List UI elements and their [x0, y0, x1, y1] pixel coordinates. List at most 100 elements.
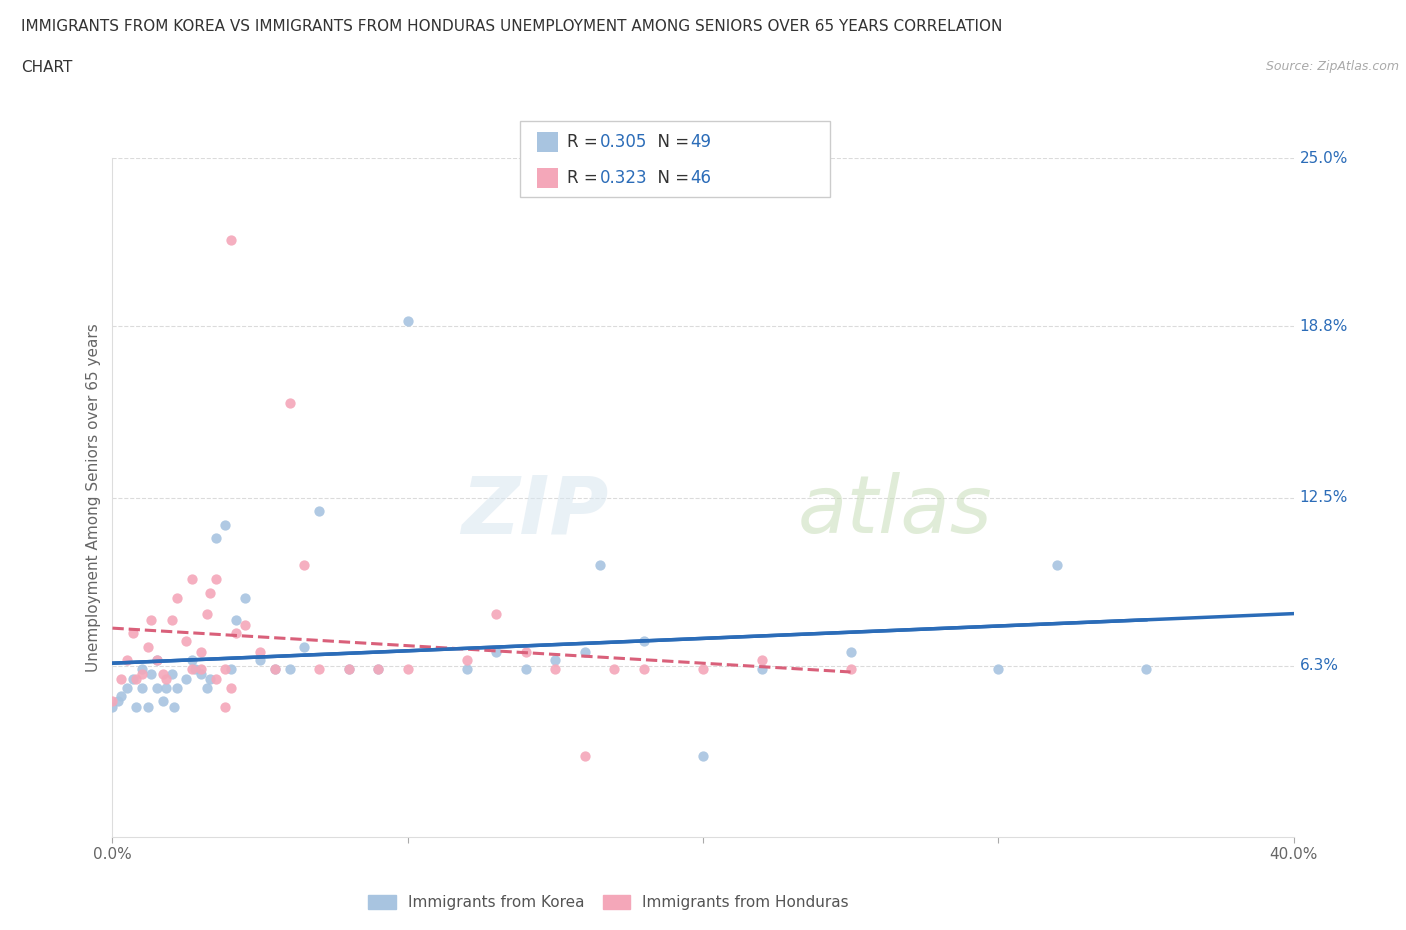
Y-axis label: Unemployment Among Seniors over 65 years: Unemployment Among Seniors over 65 years — [86, 324, 101, 671]
Point — [219, 680, 242, 695]
Point — [292, 640, 315, 655]
Text: R =: R = — [567, 169, 603, 187]
Text: 46: 46 — [690, 169, 711, 187]
Point — [249, 653, 271, 668]
Point — [278, 661, 301, 676]
Point — [195, 680, 218, 695]
Point — [160, 612, 183, 627]
Point — [456, 661, 478, 676]
Point — [184, 661, 207, 676]
Point — [122, 626, 145, 641]
Point — [751, 661, 773, 676]
Point — [544, 653, 567, 668]
Text: 6.3%: 6.3% — [1299, 658, 1339, 673]
Point — [110, 672, 132, 687]
Point — [1046, 558, 1069, 573]
Text: atlas: atlas — [797, 472, 993, 551]
Point — [1135, 661, 1157, 676]
Point — [205, 572, 228, 587]
Point — [160, 667, 183, 682]
Point — [633, 661, 655, 676]
Point — [101, 694, 124, 709]
Point — [396, 661, 419, 676]
Point — [456, 653, 478, 668]
Point — [122, 672, 145, 687]
Point — [839, 661, 862, 676]
Point — [219, 661, 242, 676]
Point — [603, 661, 626, 676]
Point — [181, 572, 204, 587]
Point — [292, 558, 315, 573]
Point — [181, 653, 204, 668]
Point — [588, 558, 610, 573]
Point — [146, 653, 169, 668]
Point — [214, 661, 236, 676]
Point — [214, 517, 236, 532]
Point — [233, 591, 256, 605]
Point — [233, 618, 256, 632]
Point — [174, 672, 197, 687]
Point — [485, 607, 508, 622]
Point — [214, 699, 236, 714]
Point — [367, 661, 389, 676]
Text: ZIP: ZIP — [461, 472, 609, 551]
Point — [198, 672, 221, 687]
Point — [692, 661, 714, 676]
Point — [152, 667, 174, 682]
Point — [485, 644, 508, 659]
Point — [574, 644, 596, 659]
Point — [544, 661, 567, 676]
Point — [198, 585, 221, 600]
Point — [219, 232, 242, 247]
Point — [337, 661, 360, 676]
Point — [278, 395, 301, 410]
Point — [163, 699, 186, 714]
Text: 18.8%: 18.8% — [1299, 319, 1348, 334]
Point — [125, 699, 148, 714]
Text: 12.5%: 12.5% — [1299, 490, 1348, 505]
Text: 0.323: 0.323 — [600, 169, 648, 187]
Point — [264, 661, 287, 676]
Text: N =: N = — [647, 133, 695, 152]
Text: 49: 49 — [690, 133, 711, 152]
Point — [190, 667, 212, 682]
Point — [152, 694, 174, 709]
Point — [190, 661, 212, 676]
Point — [174, 634, 197, 649]
Point — [181, 661, 204, 676]
Text: 0.305: 0.305 — [600, 133, 648, 152]
Point — [117, 680, 138, 695]
Text: CHART: CHART — [21, 60, 73, 75]
Point — [190, 644, 212, 659]
Point — [155, 680, 177, 695]
Point — [987, 661, 1010, 676]
Text: R =: R = — [567, 133, 603, 152]
Point — [633, 634, 655, 649]
Point — [574, 748, 596, 763]
Point — [166, 591, 188, 605]
Point — [139, 667, 162, 682]
Point — [751, 653, 773, 668]
Point — [125, 672, 148, 687]
Point — [110, 688, 132, 703]
Point — [249, 644, 271, 659]
Point — [839, 644, 862, 659]
Point — [308, 504, 330, 519]
Point — [337, 661, 360, 676]
Text: 25.0%: 25.0% — [1299, 151, 1348, 166]
Text: N =: N = — [647, 169, 695, 187]
Text: IMMIGRANTS FROM KOREA VS IMMIGRANTS FROM HONDURAS UNEMPLOYMENT AMONG SENIORS OVE: IMMIGRANTS FROM KOREA VS IMMIGRANTS FROM… — [21, 19, 1002, 33]
Text: Source: ZipAtlas.com: Source: ZipAtlas.com — [1265, 60, 1399, 73]
Point — [117, 653, 138, 668]
Point — [139, 612, 162, 627]
Point — [515, 644, 537, 659]
Legend: Immigrants from Korea, Immigrants from Honduras: Immigrants from Korea, Immigrants from H… — [360, 887, 856, 918]
Point — [195, 607, 218, 622]
Point — [155, 672, 177, 687]
Point — [264, 661, 287, 676]
Point — [692, 748, 714, 763]
Point — [515, 661, 537, 676]
Point — [136, 640, 159, 655]
Point — [146, 653, 169, 668]
Point — [131, 661, 153, 676]
